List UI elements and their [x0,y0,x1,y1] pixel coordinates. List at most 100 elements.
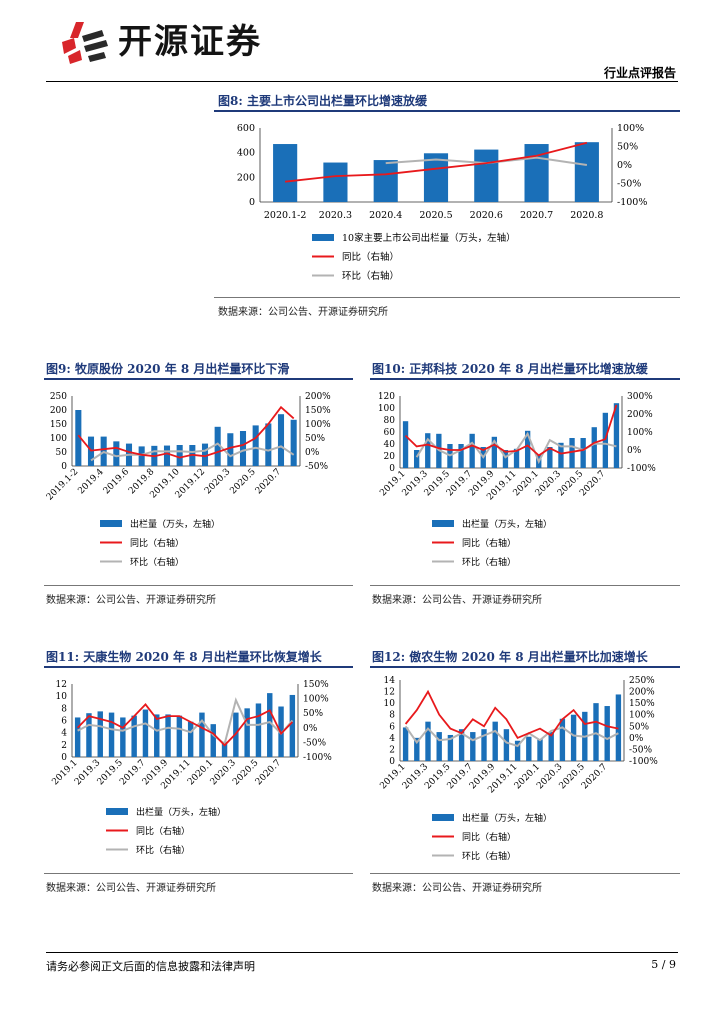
y2-tick-label: 0% [629,734,644,744]
y2-tick-label: -100% [303,753,332,763]
bar [425,433,431,468]
figure-8-chart: 600 400 200 0 100% 50% 0% -50% -100% 2020.1-2 2020… [237,123,648,282]
bar [138,446,145,466]
y2-tick-label: 50% [303,709,323,719]
report-type-label: 行业点评报告 [603,66,676,80]
bar [252,425,259,466]
legend-bar-label: 出栏量（万头，左轴） [130,518,220,530]
y2-tick-label: -100% [629,757,658,767]
x-tick-label: 2020.7 [578,469,608,499]
y2-tick-label: 0% [303,724,318,734]
legend-bar-swatch [432,814,454,821]
figure-9-source: 数据来源：公司公告、开源证券研究所 [46,595,216,606]
yoy-line [404,404,618,457]
bar [277,414,285,466]
legend-bar-swatch [312,234,334,241]
bar [402,727,409,761]
bar [537,739,543,761]
bar [593,703,599,761]
bar [402,421,409,468]
x-tick-label: 2020.8 [570,210,603,221]
bar [458,444,464,468]
y-tick-label: 6 [389,722,395,732]
y2-tick-label: 50% [617,142,638,153]
bar [513,448,520,468]
bar [265,423,272,466]
figure-11-bottom-rule [44,873,353,874]
y-tick-label: 10 [384,699,396,709]
y-tick-label: 12 [56,680,67,690]
y2-tick-label: 100% [627,428,653,438]
bar [470,732,476,761]
bar [108,712,115,757]
y-tick-label: 4 [389,734,395,744]
figure-12-title-rule [370,666,680,668]
y-tick-label: 8 [389,711,395,721]
mom-line [77,697,294,746]
legend-bar-label: 出栏量（万头，左轴） [462,812,552,824]
y-tick-label: 0 [249,197,255,208]
figure-9-title: 图9: 牧原股份 2020 年 8 月出栏量环比下滑 [46,362,290,376]
y2-tick-label: -50% [305,462,328,472]
bar [86,713,92,757]
y2-tick-label: 50% [629,722,649,732]
figure-9-bottom-rule [44,585,353,586]
figure-8-source: 数据来源：公司公告、开源证券研究所 [218,307,388,318]
bar [221,741,228,757]
legend-yoy-label: 同比（右轴） [462,831,516,843]
y-tick-label: 14 [384,676,396,686]
mom-line [404,725,619,748]
y-tick-label: 2 [61,741,67,751]
figure-10-title: 图10: 正邦科技 2020 年 8 月出栏量环比增速放缓 [372,362,648,376]
y2-tick-label: -100% [617,197,647,208]
y-tick-label: 0 [389,464,395,474]
x-tick-label: 2020.7 [254,758,284,788]
y2-tick-label: 0% [627,446,642,456]
legend-yoy-label: 同比（右轴） [462,537,516,549]
y-tick-label: 0 [389,757,395,767]
x-tick-label: 2019.6 [102,467,132,497]
bar [201,443,209,466]
bar [163,445,171,466]
bar [97,711,103,757]
y-tick-label: 100 [378,404,395,414]
y-tick-label: 0 [61,462,67,472]
bar [604,706,610,761]
y2-tick-label: 200% [627,410,653,420]
figure-8-bottom-rule [214,297,680,298]
footer-disclaimer: 请务必参阅正文后面的信息披露和法律声明 [46,960,255,973]
y-tick-label: 6 [61,717,67,727]
bar [187,721,194,757]
legend-bar-label: 10家主要上市公司出栏量（万头，左轴） [342,232,516,244]
bar [548,732,554,761]
y2-tick-label: 150% [305,406,331,416]
y-tick-label: 120 [378,392,395,402]
y2-tick-label: 100% [629,711,655,721]
bar [239,431,247,466]
legend-mom-label: 环比（右轴） [136,844,190,856]
y2-tick-label: -50% [617,179,641,190]
figure-11-title: 图11: 天康生物 2020 年 8 月出栏量环比恢复增长 [46,650,322,664]
bar [491,436,498,468]
figure-12-source: 数据来源：公司公告、开源证券研究所 [372,883,542,894]
bar [503,729,510,761]
y-tick-label: 40 [384,440,396,450]
bar [436,732,442,761]
x-tick-label: 2020.6 [470,210,503,221]
y2-tick-label: 100% [617,123,644,134]
bar [558,442,564,468]
bar [474,149,499,202]
bar [447,734,454,761]
bar [244,708,250,757]
bar [425,721,431,761]
bar [210,724,216,757]
bar [413,450,420,468]
bar [502,450,509,468]
bar [526,736,532,761]
x-tick-label: 2019.4 [76,467,106,497]
bar [199,712,205,757]
bar [290,419,297,466]
bar [323,162,348,202]
legend-bar-label: 出栏量（万头，左轴） [136,806,226,818]
legend-yoy-label: 同比（右轴） [342,251,399,263]
